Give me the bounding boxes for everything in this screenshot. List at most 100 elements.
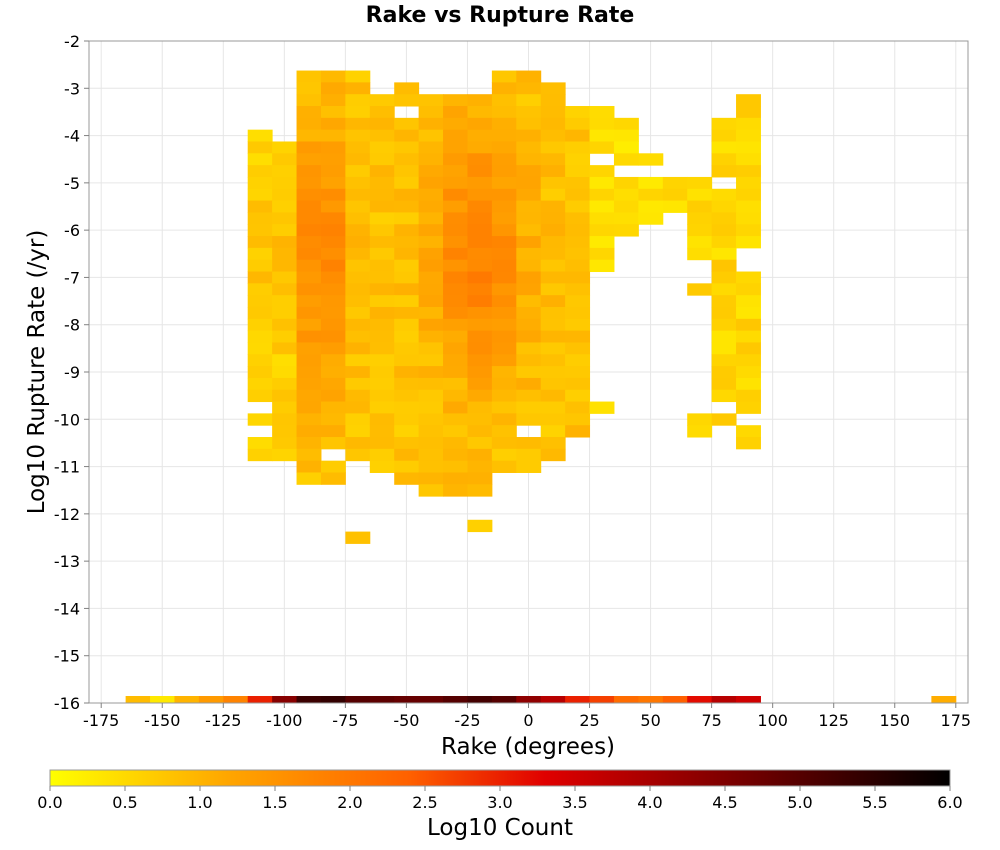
heatmap-cell [540,200,566,213]
heatmap-cell [565,425,591,438]
heatmap-cell [394,153,420,166]
x-tick-label: 0 [523,711,533,730]
heatmap-cell [296,176,322,190]
heatmap-cell [345,531,371,544]
heatmap-cell [491,259,517,273]
heatmap-cell [467,236,493,249]
heatmap-cell [736,389,761,403]
heatmap-cell [565,413,591,426]
heatmap-cell [565,129,591,142]
heatmap-cell [491,283,517,296]
heatmap-cell [247,354,273,367]
heatmap-cell [711,236,737,249]
heatmap-cell [320,165,346,178]
x-tick-label: -100 [266,711,302,730]
heatmap-cell [369,165,395,178]
heatmap-cell [369,247,395,261]
heatmap-cell [369,366,395,379]
heatmap-cell [369,283,395,296]
heatmap-cell [418,106,444,119]
heatmap-cell [565,696,591,703]
heatmap-cell [516,366,542,379]
heatmap-cell [516,283,542,296]
heatmap-cell [369,448,395,462]
heatmap-cell [443,318,468,332]
heatmap-cell [589,247,615,261]
heatmap-cell [394,342,420,355]
heatmap-cell [394,330,420,343]
heatmap-cell [516,389,542,403]
heatmap-cell [711,117,737,131]
heatmap-cell [565,247,591,261]
x-tick-label: -25 [454,711,480,730]
heatmap-cell [443,437,468,450]
heatmap-cell [540,259,566,273]
heatmap-cell [516,448,542,462]
heatmap-cell [320,117,346,131]
heatmap-cell [247,413,273,426]
heatmap-cell [540,330,566,343]
heatmap-cell [369,271,395,284]
heatmap-cell [320,389,346,403]
heatmap-cell [443,106,468,119]
heatmap-cell [491,247,517,261]
heatmap-cell [418,165,444,178]
heatmap-cell [418,425,444,438]
heatmap-cell [491,94,517,107]
heatmap-cell [711,366,737,379]
heatmap-cell [711,389,737,403]
heatmap-cell [491,342,517,355]
heatmap-cell [467,366,493,379]
heatmap-cell [516,330,542,343]
heatmap-cell [638,153,664,166]
heatmap-cell [491,153,517,166]
heatmap-cell [320,247,346,261]
heatmap-cell [369,236,395,249]
heatmap-cell [394,366,420,379]
heatmap-cell [540,401,566,414]
heatmap-cell [345,117,371,131]
heatmap-cell [736,283,761,296]
heatmap-cell [345,318,371,332]
heatmap-cell [443,425,468,438]
heatmap-cell [540,212,566,225]
heatmap-cell [443,176,468,190]
heatmap-cell [540,165,566,178]
heatmap-cell [711,141,737,154]
heatmap-cell [711,165,737,178]
heatmap-cell [272,366,298,379]
heatmap-cell [467,106,493,119]
heatmap-cell [711,377,737,391]
heatmap-cell [320,413,346,426]
heatmap-cell [540,153,566,166]
heatmap-cell [369,141,395,154]
heatmap-cell [491,224,517,237]
heatmap-cell [369,117,395,131]
heatmap-cell [320,472,346,485]
heatmap-cell [687,413,713,426]
heatmap-cell [736,224,761,237]
heatmap-cell [565,176,591,190]
heatmap-cell [418,129,444,142]
heatmap-cell [418,212,444,225]
heatmap-cell [565,212,591,225]
heatmap-cell [272,413,298,426]
heatmap-cell [345,141,371,154]
heatmap-cell [320,437,346,450]
heatmap-cell [589,141,615,154]
heatmap-cell [443,212,468,225]
colorbar-tick-label: 4.0 [637,793,662,812]
heatmap-cell [443,165,468,178]
colorbar-tick-label: 2.5 [412,793,437,812]
heatmap-cell [540,188,566,202]
heatmap-cell [711,259,737,273]
heatmap-cell [272,295,298,308]
heatmap-cell [394,188,420,202]
heatmap-cell [565,342,591,355]
heatmap-cell [418,318,444,332]
colorbar-tick-label: 1.0 [187,793,212,812]
heatmap-cell [272,354,298,367]
heatmap-cell [394,236,420,249]
colorbar-tick-label: 3.5 [562,793,587,812]
heatmap-cell [736,188,761,202]
